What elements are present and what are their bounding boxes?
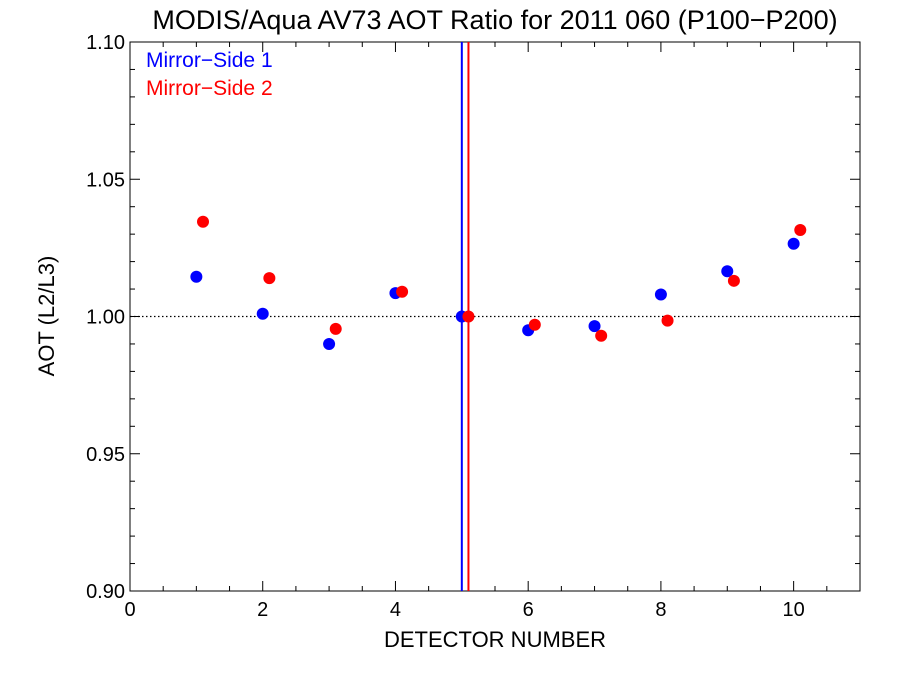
y-tick-label: 1.05	[86, 169, 125, 191]
x-tick-label: 2	[257, 599, 268, 621]
series-2-point	[462, 310, 475, 323]
x-tick-label: 4	[390, 599, 401, 621]
x-tick-label: 0	[124, 599, 135, 621]
series-2-point	[396, 285, 409, 298]
legend-entry-mirror-side-2: Mirror−Side 2	[146, 77, 273, 100]
y-tick-label: 0.90	[86, 581, 125, 603]
y-axis-title: AOT (L2/L3)	[34, 256, 59, 377]
series-1-point	[190, 270, 203, 283]
series-2-point	[197, 215, 209, 228]
series-2-point	[727, 274, 740, 287]
y-tick-label: 0.95	[86, 444, 125, 466]
y-tick-label: 1.10	[86, 32, 125, 54]
series-1-point	[787, 237, 800, 250]
series-1-point	[256, 307, 269, 320]
series-1-point	[588, 320, 601, 333]
x-tick-label: 6	[523, 599, 534, 621]
series-1-point	[323, 337, 336, 350]
y-tick-label: 1.00	[86, 307, 125, 329]
series-2-point	[528, 318, 541, 331]
series-2-point	[661, 314, 674, 327]
chart-title: MODIS/Aqua AV73 AOT Ratio for 2011 060 (…	[152, 5, 837, 35]
legend: Mirror−Side 1 Mirror−Side 2	[146, 49, 273, 100]
plot-area: 0 2 4 6 8 10 0.90 0.95 1.00 1.05 1.10	[86, 32, 861, 621]
series-2-point	[263, 272, 276, 285]
series-1-point	[721, 265, 734, 278]
x-axis-title: DETECTOR NUMBER	[384, 627, 606, 652]
series-2-point	[794, 224, 807, 237]
legend-entry-mirror-side-1: Mirror−Side 1	[146, 49, 273, 72]
x-tick-label: 10	[783, 599, 805, 621]
x-tick-label: 8	[655, 599, 666, 621]
series-2-point	[595, 329, 608, 342]
series-2-point	[329, 322, 342, 335]
series-1-point	[654, 288, 667, 301]
